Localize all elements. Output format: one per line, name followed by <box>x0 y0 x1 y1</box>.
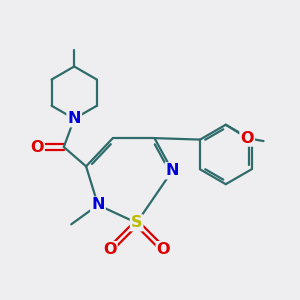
Text: O: O <box>103 242 117 257</box>
Text: S: S <box>131 215 142 230</box>
Text: O: O <box>157 242 170 257</box>
Text: N: N <box>166 163 179 178</box>
Text: N: N <box>68 111 81 126</box>
Text: O: O <box>30 140 44 154</box>
Text: O: O <box>240 130 254 146</box>
Text: N: N <box>91 197 105 212</box>
